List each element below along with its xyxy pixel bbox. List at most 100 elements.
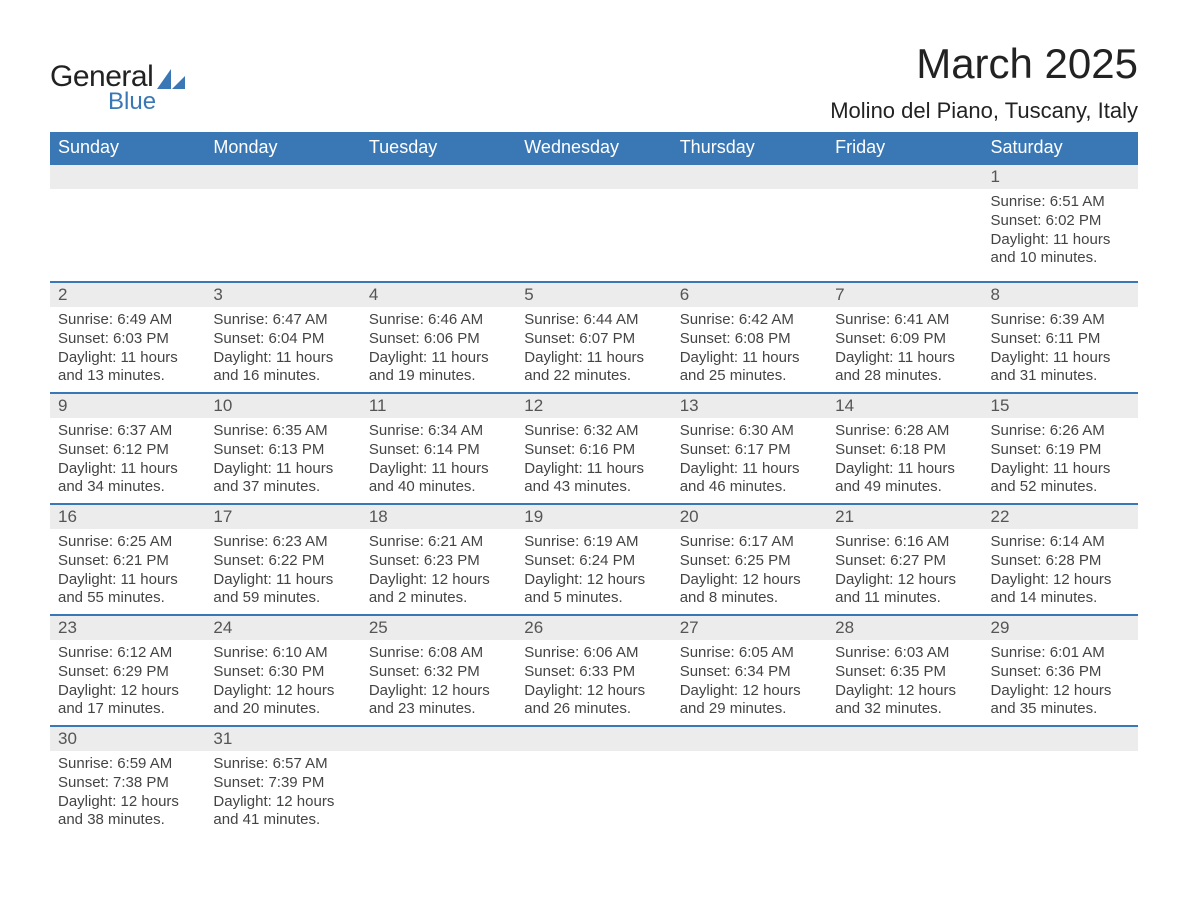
daylight-line-1: Daylight: 12 hours	[524, 571, 663, 590]
daylight-line-1: Daylight: 11 hours	[991, 231, 1130, 250]
day-details	[50, 189, 205, 281]
daylight-line-2: and 38 minutes.	[58, 811, 197, 830]
day-details: Sunrise: 6:42 AMSunset: 6:08 PMDaylight:…	[672, 307, 827, 392]
day-number: 5	[516, 283, 671, 307]
daylight-line-2: and 49 minutes.	[835, 478, 974, 497]
day-number: 18	[361, 505, 516, 529]
day-number	[516, 165, 671, 189]
day-number	[672, 727, 827, 751]
sunset-line: Sunset: 6:25 PM	[680, 552, 819, 571]
sunset-line: Sunset: 6:16 PM	[524, 441, 663, 460]
sunset-line: Sunset: 6:04 PM	[213, 330, 352, 349]
sunset-line: Sunset: 6:36 PM	[991, 663, 1130, 682]
day-cell: 31Sunrise: 6:57 AMSunset: 7:39 PMDayligh…	[205, 726, 360, 836]
day-number: 31	[205, 727, 360, 751]
sunrise-line: Sunrise: 6:08 AM	[369, 644, 508, 663]
day-header: Friday	[827, 132, 982, 164]
day-number: 10	[205, 394, 360, 418]
daylight-line-1: Daylight: 12 hours	[991, 682, 1130, 701]
day-details	[672, 751, 827, 829]
day-details	[827, 189, 982, 281]
day-details	[516, 189, 671, 281]
day-details	[983, 751, 1138, 829]
day-number: 2	[50, 283, 205, 307]
day-details	[205, 189, 360, 281]
day-number: 22	[983, 505, 1138, 529]
day-number: 21	[827, 505, 982, 529]
daylight-line-1: Daylight: 12 hours	[58, 682, 197, 701]
day-number: 30	[50, 727, 205, 751]
title-block: March 2025 Molino del Piano, Tuscany, It…	[830, 40, 1138, 124]
sunrise-line: Sunrise: 6:14 AM	[991, 533, 1130, 552]
day-header-row: Sunday Monday Tuesday Wednesday Thursday…	[50, 132, 1138, 164]
daylight-line-2: and 29 minutes.	[680, 700, 819, 719]
sunset-line: Sunset: 6:23 PM	[369, 552, 508, 571]
day-details: Sunrise: 6:37 AMSunset: 6:12 PMDaylight:…	[50, 418, 205, 503]
sunrise-line: Sunrise: 6:16 AM	[835, 533, 974, 552]
daylight-line-2: and 13 minutes.	[58, 367, 197, 386]
sunset-line: Sunset: 6:13 PM	[213, 441, 352, 460]
sunrise-line: Sunrise: 6:51 AM	[991, 193, 1130, 212]
daylight-line-2: and 41 minutes.	[213, 811, 352, 830]
sunrise-line: Sunrise: 6:06 AM	[524, 644, 663, 663]
day-cell: 19Sunrise: 6:19 AMSunset: 6:24 PMDayligh…	[516, 504, 671, 615]
week-row: 30Sunrise: 6:59 AMSunset: 7:38 PMDayligh…	[50, 726, 1138, 836]
day-details: Sunrise: 6:23 AMSunset: 6:22 PMDaylight:…	[205, 529, 360, 614]
day-cell: 25Sunrise: 6:08 AMSunset: 6:32 PMDayligh…	[361, 615, 516, 726]
day-number	[361, 727, 516, 751]
day-cell: 6Sunrise: 6:42 AMSunset: 6:08 PMDaylight…	[672, 282, 827, 393]
week-row: 16Sunrise: 6:25 AMSunset: 6:21 PMDayligh…	[50, 504, 1138, 615]
sunset-line: Sunset: 6:03 PM	[58, 330, 197, 349]
daylight-line-1: Daylight: 12 hours	[835, 682, 974, 701]
daylight-line-2: and 35 minutes.	[991, 700, 1130, 719]
week-row: 23Sunrise: 6:12 AMSunset: 6:29 PMDayligh…	[50, 615, 1138, 726]
daylight-line-1: Daylight: 11 hours	[680, 460, 819, 479]
day-cell	[827, 726, 982, 836]
sunrise-line: Sunrise: 6:30 AM	[680, 422, 819, 441]
day-cell: 3Sunrise: 6:47 AMSunset: 6:04 PMDaylight…	[205, 282, 360, 393]
daylight-line-1: Daylight: 12 hours	[369, 571, 508, 590]
day-details: Sunrise: 6:25 AMSunset: 6:21 PMDaylight:…	[50, 529, 205, 614]
day-number: 24	[205, 616, 360, 640]
day-header: Monday	[205, 132, 360, 164]
sunset-line: Sunset: 6:35 PM	[835, 663, 974, 682]
day-details: Sunrise: 6:05 AMSunset: 6:34 PMDaylight:…	[672, 640, 827, 725]
sunset-line: Sunset: 6:30 PM	[213, 663, 352, 682]
day-details: Sunrise: 6:57 AMSunset: 7:39 PMDaylight:…	[205, 751, 360, 836]
day-number: 25	[361, 616, 516, 640]
day-cell	[516, 726, 671, 836]
daylight-line-2: and 16 minutes.	[213, 367, 352, 386]
day-details: Sunrise: 6:19 AMSunset: 6:24 PMDaylight:…	[516, 529, 671, 614]
sunset-line: Sunset: 6:18 PM	[835, 441, 974, 460]
daylight-line-1: Daylight: 12 hours	[369, 682, 508, 701]
day-cell: 11Sunrise: 6:34 AMSunset: 6:14 PMDayligh…	[361, 393, 516, 504]
day-cell: 5Sunrise: 6:44 AMSunset: 6:07 PMDaylight…	[516, 282, 671, 393]
day-cell: 12Sunrise: 6:32 AMSunset: 6:16 PMDayligh…	[516, 393, 671, 504]
daylight-line-2: and 59 minutes.	[213, 589, 352, 608]
day-cell: 20Sunrise: 6:17 AMSunset: 6:25 PMDayligh…	[672, 504, 827, 615]
day-cell	[516, 164, 671, 282]
day-cell: 16Sunrise: 6:25 AMSunset: 6:21 PMDayligh…	[50, 504, 205, 615]
daylight-line-2: and 34 minutes.	[58, 478, 197, 497]
day-cell: 18Sunrise: 6:21 AMSunset: 6:23 PMDayligh…	[361, 504, 516, 615]
daylight-line-1: Daylight: 12 hours	[680, 571, 819, 590]
day-details: Sunrise: 6:32 AMSunset: 6:16 PMDaylight:…	[516, 418, 671, 503]
sunset-line: Sunset: 6:34 PM	[680, 663, 819, 682]
day-details: Sunrise: 6:49 AMSunset: 6:03 PMDaylight:…	[50, 307, 205, 392]
daylight-line-1: Daylight: 11 hours	[58, 571, 197, 590]
daylight-line-1: Daylight: 11 hours	[991, 460, 1130, 479]
day-number: 11	[361, 394, 516, 418]
sunrise-line: Sunrise: 6:39 AM	[991, 311, 1130, 330]
sunset-line: Sunset: 7:39 PM	[213, 774, 352, 793]
daylight-line-1: Daylight: 12 hours	[213, 793, 352, 812]
day-number: 17	[205, 505, 360, 529]
day-details: Sunrise: 6:14 AMSunset: 6:28 PMDaylight:…	[983, 529, 1138, 614]
day-number: 13	[672, 394, 827, 418]
day-cell: 24Sunrise: 6:10 AMSunset: 6:30 PMDayligh…	[205, 615, 360, 726]
day-cell	[672, 164, 827, 282]
daylight-line-1: Daylight: 12 hours	[680, 682, 819, 701]
sunset-line: Sunset: 6:08 PM	[680, 330, 819, 349]
day-details: Sunrise: 6:35 AMSunset: 6:13 PMDaylight:…	[205, 418, 360, 503]
day-cell: 13Sunrise: 6:30 AMSunset: 6:17 PMDayligh…	[672, 393, 827, 504]
daylight-line-2: and 14 minutes.	[991, 589, 1130, 608]
